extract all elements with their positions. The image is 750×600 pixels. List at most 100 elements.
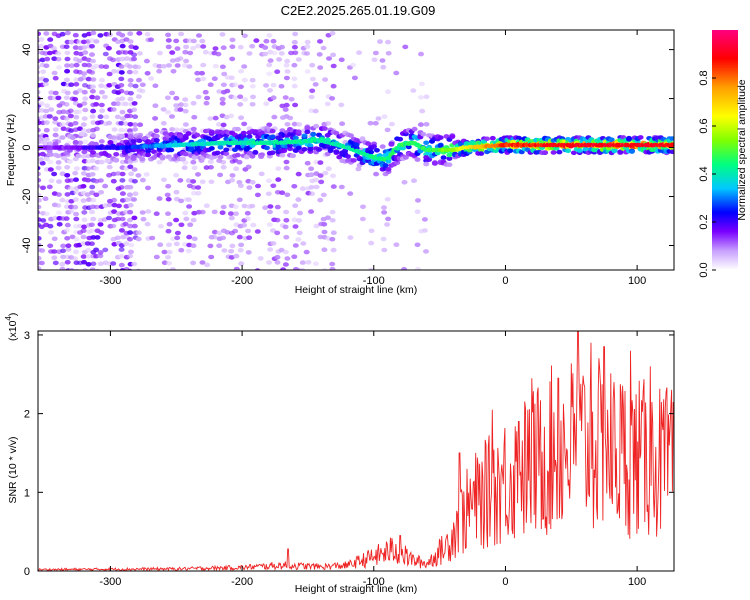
spectrogram-cell bbox=[51, 249, 58, 254]
spectrogram-cell bbox=[241, 223, 248, 228]
spectrogram-cell bbox=[329, 218, 336, 223]
spectrogram-cell bbox=[238, 242, 245, 248]
spectrogram-cell bbox=[48, 178, 55, 184]
spectrogram-cell bbox=[282, 95, 289, 100]
spectrogram-cell bbox=[291, 254, 298, 259]
spectrogram-cell bbox=[191, 190, 197, 196]
spectrogram-cell bbox=[40, 185, 46, 191]
spectrogram-cell bbox=[72, 96, 79, 102]
spectrogram-cell bbox=[93, 63, 100, 69]
spectrogram-cell bbox=[52, 141, 59, 147]
spectrogram-cell bbox=[249, 203, 256, 209]
spectrogram-cell bbox=[97, 33, 104, 38]
spectrogram-cell bbox=[221, 71, 228, 77]
spectrogram-cell bbox=[38, 50, 41, 55]
spectrogram-cell bbox=[415, 198, 421, 203]
spectrogram-cell bbox=[322, 77, 329, 82]
spectrogram-cell bbox=[270, 228, 276, 233]
spectrogram-cell bbox=[250, 222, 257, 228]
spectrogram-cell bbox=[312, 82, 319, 87]
spectrogram-cell bbox=[266, 62, 273, 68]
spectrogram-cell bbox=[284, 256, 291, 261]
spectrogram-cell bbox=[220, 235, 227, 241]
spectrogram-cell bbox=[131, 107, 138, 113]
spectrogram-cell bbox=[208, 129, 215, 135]
spectrogram-cell bbox=[174, 63, 181, 68]
spectrogram-cell bbox=[478, 151, 485, 156]
spectrogram-cell bbox=[402, 155, 409, 160]
spectrogram-cell bbox=[356, 50, 363, 55]
spectrogram-cell bbox=[115, 203, 122, 209]
spectrogram-cell bbox=[420, 132, 427, 137]
spectrogram-cell bbox=[423, 249, 429, 254]
spectrogram-cell bbox=[60, 243, 67, 249]
spectrogram-cell bbox=[113, 152, 120, 157]
spectrogram-cell bbox=[212, 63, 219, 69]
spectrogram-cell bbox=[417, 122, 424, 127]
spectrogram-cell bbox=[202, 49, 209, 55]
spectrogram-cell bbox=[102, 247, 109, 253]
spectrogram-cell bbox=[291, 184, 298, 189]
spectrogram-cell bbox=[367, 120, 374, 126]
spectrogram-cell bbox=[120, 116, 127, 121]
spectrogram-cell bbox=[216, 122, 222, 127]
spectrogram-cell bbox=[76, 39, 83, 45]
spectrogram-cell bbox=[90, 261, 97, 267]
spectrogram-cell bbox=[132, 45, 139, 50]
spectrogram-cell bbox=[90, 150, 96, 155]
spectrogram-cell bbox=[93, 126, 100, 132]
spectrogram-cell bbox=[122, 101, 129, 107]
spectrogram-cell bbox=[289, 153, 296, 159]
spectrogram-cell bbox=[279, 44, 285, 50]
spectrogram-cell bbox=[400, 145, 406, 151]
spectrogram-cell bbox=[350, 62, 357, 68]
spectrogram-cell bbox=[139, 210, 146, 215]
spectrogram-cell bbox=[229, 243, 236, 249]
spectrogram-cell bbox=[246, 134, 253, 139]
spectrogram-cell bbox=[258, 171, 265, 177]
spectrogram-cell bbox=[292, 203, 299, 208]
spectrogram-cell bbox=[329, 261, 336, 267]
spectrogram-cell bbox=[236, 197, 243, 203]
spectrogram-cell bbox=[291, 83, 298, 89]
spectrogram-cell bbox=[224, 230, 231, 235]
spectrogram-cell bbox=[270, 183, 277, 189]
spectrogram-cell bbox=[232, 82, 239, 87]
spectrogram-cell bbox=[111, 197, 117, 203]
spectrogram-cell bbox=[106, 120, 113, 126]
spectrogram-cell bbox=[199, 38, 206, 44]
spectrogram-cell bbox=[443, 134, 450, 139]
spectrogram-cell bbox=[46, 141, 53, 146]
spectrogram-cell bbox=[312, 177, 319, 183]
spectrogram-cell bbox=[126, 192, 133, 197]
spectrogram-cell bbox=[191, 165, 198, 171]
spectrogram-cell bbox=[130, 139, 137, 144]
spectrogram-cell bbox=[317, 39, 323, 44]
spectrogram-cell bbox=[347, 191, 354, 196]
spectrogram-cell bbox=[59, 261, 66, 267]
spectrogram-cell bbox=[82, 50, 89, 55]
spectrogram-cell bbox=[304, 39, 311, 45]
spectrogram-cell bbox=[304, 69, 311, 74]
spectrogram-cell bbox=[43, 156, 50, 162]
spectrogram-cell bbox=[368, 240, 375, 246]
spectrogram-cell bbox=[92, 141, 99, 147]
spectrogram-cell bbox=[55, 165, 62, 171]
spectrogram-cell bbox=[195, 172, 201, 177]
spectrogram-cell bbox=[174, 46, 181, 51]
spectrogram-cell bbox=[56, 210, 62, 215]
spectrogram-cell bbox=[187, 50, 194, 56]
spectrogram-cell bbox=[42, 141, 49, 146]
spectrogram-cell bbox=[274, 260, 281, 265]
spectrogram-cell bbox=[39, 57, 46, 63]
spectrogram-cell bbox=[283, 165, 290, 171]
spectrogram-cell bbox=[118, 243, 125, 248]
x-tick-label: -300 bbox=[99, 576, 121, 588]
spectrogram-cell bbox=[60, 109, 67, 114]
spectrogram-cell bbox=[375, 116, 382, 121]
x-tick-label: 0 bbox=[502, 275, 508, 287]
spectrogram-cell bbox=[115, 101, 121, 107]
spectrogram-cell bbox=[203, 100, 210, 106]
spectrogram-cell bbox=[338, 184, 345, 190]
spectrogram-cell bbox=[269, 128, 276, 134]
